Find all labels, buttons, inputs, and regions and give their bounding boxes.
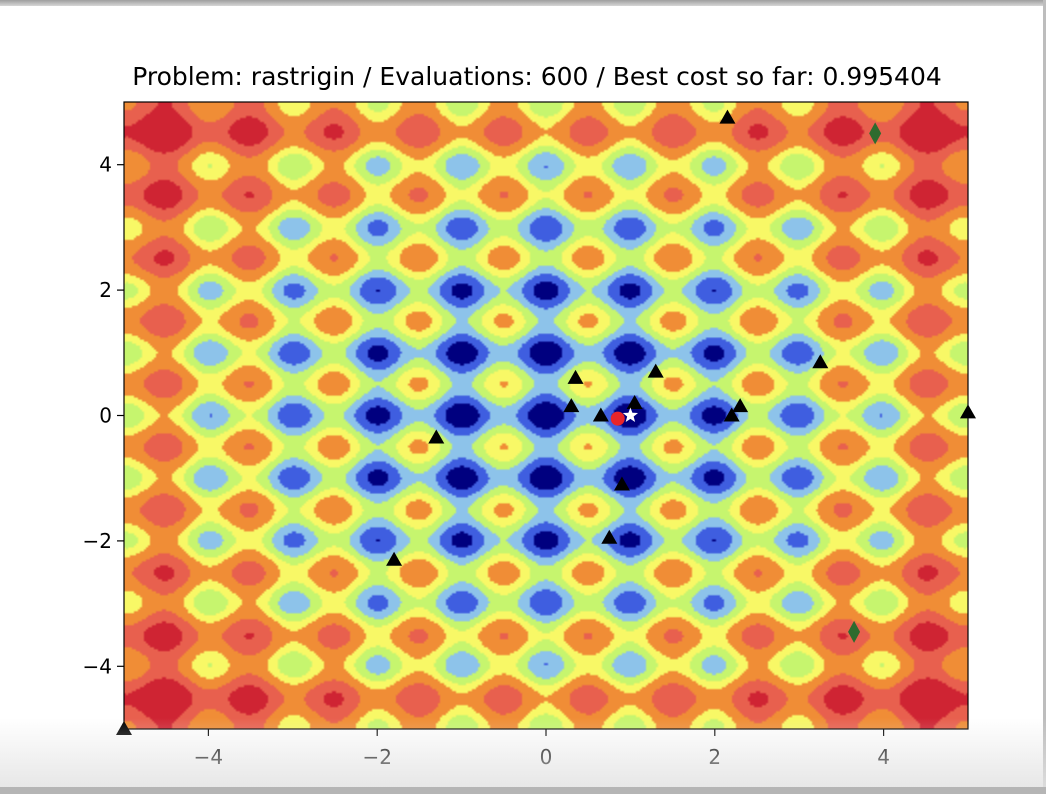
window-top-border xyxy=(0,0,1046,6)
triangle-marker-0-8 xyxy=(613,476,630,491)
triangle-marker-0-5 xyxy=(592,407,609,422)
triangle-marker-0-11 xyxy=(732,398,749,413)
x-tick-label: −2 xyxy=(362,745,391,769)
y-tick-label: 2 xyxy=(99,278,112,302)
triangle-marker-0-0 xyxy=(719,109,736,124)
y-tick-label: 0 xyxy=(99,404,112,428)
star-marker-3-0 xyxy=(622,407,639,422)
y-tick-label: 4 xyxy=(99,153,112,177)
x-tick-label: 2 xyxy=(708,745,721,769)
triangle-marker-0-10 xyxy=(723,407,740,422)
triangle-marker-0-4 xyxy=(567,369,584,384)
triangle-marker-0-12 xyxy=(812,354,829,369)
triangle-marker-0-7 xyxy=(647,363,664,378)
y-tick-label: −2 xyxy=(83,529,112,553)
x-tick-label: −4 xyxy=(194,745,223,769)
triangle-marker-0-9 xyxy=(601,529,618,544)
triangle-marker-0-1 xyxy=(386,551,403,566)
plot-area xyxy=(116,101,976,735)
window-bottom-border xyxy=(0,787,1046,794)
diamond-marker-1-0 xyxy=(869,122,882,145)
x-tick-label: 0 xyxy=(540,745,553,769)
x-tick-label: 4 xyxy=(877,745,890,769)
chart-title: Problem: rastrigin / Evaluations: 600 / … xyxy=(132,62,942,91)
circle-marker-2-0 xyxy=(610,411,625,426)
diamond-marker-1-1 xyxy=(848,620,861,643)
x-axis: −4 −2 0 2 4 xyxy=(194,729,890,769)
triangle-marker-0-6 xyxy=(626,394,643,409)
triangle-marker-0-2 xyxy=(428,429,445,444)
window-right-border xyxy=(1043,0,1046,794)
contour-heatmap xyxy=(124,102,968,729)
triangle-marker-0-3 xyxy=(563,398,580,413)
y-tick-label: −4 xyxy=(83,654,112,678)
y-axis: −4 −2 0 2 4 xyxy=(83,153,124,678)
